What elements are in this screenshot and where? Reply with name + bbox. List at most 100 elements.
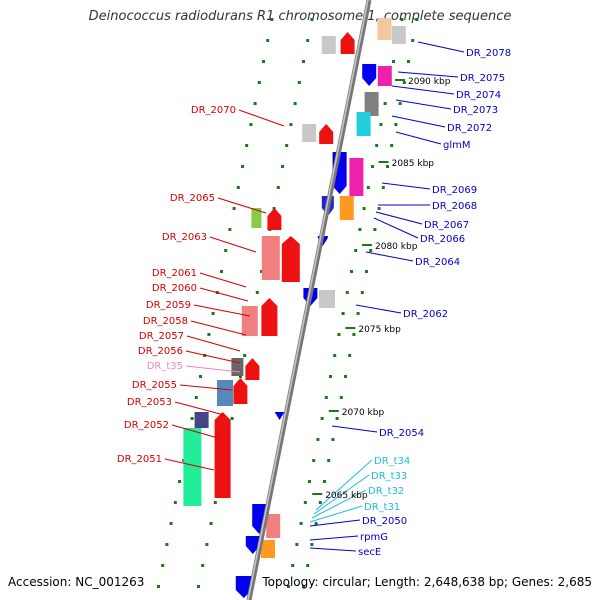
tick-dot-far-right xyxy=(352,333,356,336)
gene-right xyxy=(362,64,377,86)
tick-dot-far-left xyxy=(236,186,240,189)
label-sece: secE xyxy=(358,547,381,558)
leader-left xyxy=(199,287,249,302)
tick-dot-far-left xyxy=(241,165,244,168)
gene-right xyxy=(261,540,275,558)
tick-dot-left xyxy=(289,123,293,126)
scale-label: 2065 kbp xyxy=(325,491,368,501)
gene-right xyxy=(339,196,354,220)
tick-dot-left xyxy=(285,144,289,147)
leader-right xyxy=(311,489,367,519)
tick-dot-right xyxy=(392,60,395,63)
leader-left xyxy=(209,236,257,253)
label-dr_t33: DR_t33 xyxy=(371,471,407,482)
gene-right xyxy=(349,158,364,196)
tick-dot-right xyxy=(337,333,341,336)
tick-dot-right xyxy=(320,417,324,420)
label-dr_2066: DR_2066 xyxy=(420,234,465,245)
label-dr_2075: DR_2075 xyxy=(460,73,505,84)
tick-dot-left xyxy=(276,186,280,189)
tick-dot-far-right xyxy=(402,81,406,84)
tick-dot-far-right xyxy=(407,60,410,63)
tick-dot-left xyxy=(230,417,234,420)
leader-left xyxy=(179,384,233,391)
gene-left xyxy=(267,208,282,230)
leader-right xyxy=(309,519,361,527)
tick-dot-far-right xyxy=(302,585,305,588)
label-dr_2056: DR_2056 xyxy=(138,346,183,357)
label-dr_2057: DR_2057 xyxy=(139,331,184,342)
gene-right xyxy=(245,536,260,554)
scale-labels: 2090 kbp 2085 kbp 2080 kbp 2075 kbp 2070 kbp… xyxy=(312,77,451,501)
label-dr_2059: DR_2059 xyxy=(146,300,191,311)
tick-dot-far-right xyxy=(331,438,335,441)
tick-dot-far-left xyxy=(199,375,202,378)
label-dr_2054: DR_2054 xyxy=(379,428,424,439)
label-dr_t34: DR_t34 xyxy=(374,456,410,467)
gene-left xyxy=(302,124,317,142)
tick-dot-right xyxy=(345,291,349,294)
tick-dot-far-right xyxy=(398,102,402,105)
tick-dot-far-left xyxy=(207,333,211,336)
scale-label: 2090 kbp xyxy=(408,77,451,87)
label-dr_2058: DR_2058 xyxy=(143,316,188,327)
tick-dot-far-right xyxy=(339,396,343,399)
leader-right xyxy=(395,99,452,110)
leader-right xyxy=(309,547,357,552)
leader-left xyxy=(238,109,285,127)
label-dr_t32: DR_t32 xyxy=(368,486,404,497)
tick-dot-far-left xyxy=(178,480,181,483)
scale-label: 2075 kbp xyxy=(358,325,401,335)
tick-dot-far-right xyxy=(373,228,377,231)
tick-dot-left xyxy=(239,375,242,378)
label-dr_2051: DR_2051 xyxy=(117,454,162,465)
label-dr_2078: DR_2078 xyxy=(466,48,511,59)
map-title: Deinococcus radiodurans R1 chromosome 1,… xyxy=(88,9,512,24)
tick-dot-right xyxy=(333,354,337,357)
label-dr_2061: DR_2061 xyxy=(152,268,197,279)
tick-dot-far-right xyxy=(360,291,364,294)
gene-right xyxy=(319,290,335,308)
tick-dot-far-right xyxy=(394,123,398,126)
tick-dot-far-right xyxy=(415,18,419,21)
topology-text: Topology: circular; Length: 2,648,638 bp… xyxy=(262,575,592,589)
tick-dot-left xyxy=(281,165,284,168)
tick-dot-far-left xyxy=(249,123,253,126)
accession-text: Accession: NC_001263 xyxy=(8,575,145,589)
tick-dot-right xyxy=(324,396,328,399)
tick-dot-left xyxy=(201,564,205,567)
leader-right xyxy=(331,425,378,433)
leader-left xyxy=(186,335,241,352)
label-dr_2070: DR_2070 xyxy=(191,105,236,116)
tick-dot-far-right xyxy=(411,39,415,42)
gene-right xyxy=(391,26,406,44)
tick-dot-far-left xyxy=(257,81,261,84)
label-glmm: glmM xyxy=(443,140,471,151)
leader-right xyxy=(417,41,465,53)
tick-dot-far-right xyxy=(386,165,389,168)
tick-dot-far-left xyxy=(190,417,194,420)
tick-dot-left xyxy=(197,585,200,588)
leader-left xyxy=(174,401,225,416)
label-dr_2068: DR_2068 xyxy=(432,201,477,212)
tick-dot-far-left xyxy=(157,585,160,588)
leader-right xyxy=(391,115,446,128)
tick-dot-right xyxy=(303,501,307,504)
tick-dot-left xyxy=(205,543,209,546)
tick-dot-right xyxy=(383,102,387,105)
leader-right xyxy=(315,459,373,511)
gene-left xyxy=(261,236,280,280)
tick-dot-far-left xyxy=(161,564,165,567)
tick-dot-left xyxy=(302,60,305,63)
tick-dot-right xyxy=(354,249,358,252)
tick-dot-right xyxy=(341,312,345,315)
tick-dot-far-left xyxy=(253,102,257,105)
leader-right xyxy=(395,131,442,145)
tick-dot-far-left xyxy=(220,270,223,273)
tick-dot-right xyxy=(362,207,366,210)
gene-features xyxy=(183,18,406,598)
tick-dot-far-right xyxy=(365,270,368,273)
label-dr_t31: DR_t31 xyxy=(364,502,400,513)
gene-right xyxy=(235,576,252,598)
